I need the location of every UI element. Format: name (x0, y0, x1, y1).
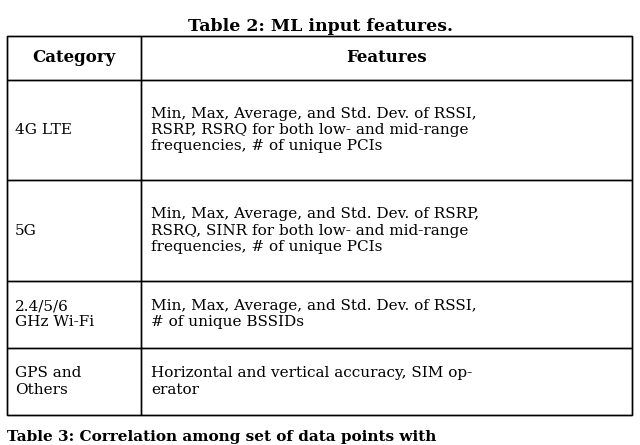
Bar (141, 36, 632, 80)
Bar (141, 80, 632, 180)
Text: 2.4/5/6
GHz Wi-Fi: 2.4/5/6 GHz Wi-Fi (15, 299, 94, 329)
Bar (141, 180, 632, 281)
Bar (7, 180, 141, 281)
Bar (7, 348, 141, 415)
Bar (141, 281, 632, 348)
Text: Table 2: ML input features.: Table 2: ML input features. (188, 18, 452, 35)
Text: 4G LTE: 4G LTE (15, 123, 72, 137)
Bar (141, 348, 632, 415)
Text: Category: Category (33, 49, 116, 66)
Text: Min, Max, Average, and Std. Dev. of RSSI,
# of unique BSSIDs: Min, Max, Average, and Std. Dev. of RSSI… (152, 299, 477, 329)
Text: Horizontal and vertical accuracy, SIM op-
erator: Horizontal and vertical accuracy, SIM op… (152, 366, 472, 396)
Text: Table 3: Correlation among set of data points with: Table 3: Correlation among set of data p… (7, 430, 436, 444)
Bar (7, 80, 141, 180)
Bar (7, 36, 632, 415)
Bar (7, 36, 141, 80)
Text: 5G: 5G (15, 223, 37, 238)
Text: Min, Max, Average, and Std. Dev. of RSSI,
RSRP, RSRQ for both low- and mid-range: Min, Max, Average, and Std. Dev. of RSSI… (152, 107, 477, 153)
Text: Features: Features (346, 49, 427, 66)
Text: GPS and
Others: GPS and Others (15, 366, 81, 396)
Bar (7, 281, 141, 348)
Text: Min, Max, Average, and Std. Dev. of RSRP,
RSRQ, SINR for both low- and mid-range: Min, Max, Average, and Std. Dev. of RSRP… (152, 207, 479, 254)
